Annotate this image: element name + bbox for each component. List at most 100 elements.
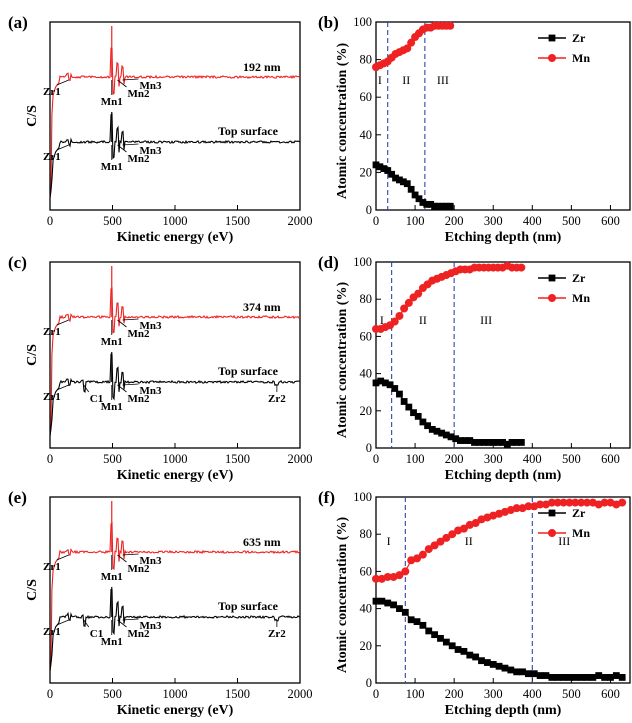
peak-label: Mn1 (101, 571, 123, 583)
peak-label: Zr1 (43, 626, 61, 638)
x-tick-label: 0 (47, 452, 53, 466)
annotation-leader (117, 144, 127, 153)
y-tick-label: 20 (360, 165, 373, 179)
data-point-zr (399, 178, 407, 186)
data-point-zr (452, 435, 460, 443)
data-point-mn (442, 533, 451, 542)
panel-letter: (b) (318, 13, 339, 32)
x-tick-label: 400 (523, 687, 542, 701)
annotation-leader (56, 554, 69, 561)
x-tick-label: 300 (484, 214, 503, 228)
data-point-zr (400, 398, 408, 405)
data-point-mn (446, 21, 455, 30)
data-point-zr (438, 429, 446, 437)
data-point-mn (401, 567, 410, 576)
data-point-zr (494, 439, 502, 446)
y-axis-title: C/S (25, 344, 40, 366)
data-point-zr (396, 605, 403, 612)
data-point-zr (508, 439, 516, 446)
x-tick-label: 400 (523, 452, 542, 466)
data-point-zr (427, 200, 435, 208)
data-point-zr (589, 674, 597, 681)
data-point-mn (395, 571, 404, 580)
legend-marker (548, 509, 556, 517)
curve-label: 192 nm (243, 60, 281, 74)
peak-label: Mn2 (128, 88, 151, 100)
x-tick-label: 500 (562, 452, 581, 466)
plot-frame (375, 496, 631, 684)
data-point-mn (524, 502, 533, 511)
x-tick-label: 200 (445, 214, 464, 228)
peak-label: Zr1 (43, 86, 61, 98)
data-point-zr (472, 653, 480, 661)
data-point-mn (395, 311, 404, 320)
data-point-zr (442, 638, 450, 646)
legend-label: Mn (572, 526, 590, 540)
data-point-zr (495, 662, 503, 670)
data-point-zr (405, 403, 413, 411)
legend-marker (548, 34, 556, 42)
x-tick-label: 200 (445, 687, 464, 701)
panel-letter: (a) (8, 13, 28, 32)
data-point-mn (430, 541, 439, 550)
data-point-mn (547, 498, 556, 507)
x-tick-label: 2000 (288, 452, 313, 466)
x-axis-title: Kinetic energy (eV) (117, 703, 234, 718)
data-point-zr (433, 427, 441, 435)
x-tick-label: 1000 (163, 214, 188, 228)
data-point-zr (583, 674, 591, 681)
data-point-zr (392, 174, 399, 182)
annotation-leader (83, 619, 90, 628)
y-axis-title: C/S (25, 579, 40, 601)
peak-label: Zr1 (43, 151, 61, 163)
data-point-zr (530, 670, 538, 678)
region-label: III (437, 73, 449, 87)
data-point-zr (525, 670, 532, 678)
data-point-mn (600, 498, 609, 507)
data-point-zr (439, 202, 446, 210)
annotation-leader (56, 144, 69, 151)
data-point-zr (595, 672, 603, 679)
region-label: I (380, 313, 384, 327)
region-label: II (465, 534, 473, 548)
x-tick-label: 100 (406, 214, 425, 228)
x-tick-label: 100 (406, 452, 425, 466)
x-tick-label: 0 (373, 687, 379, 701)
y-tick-label: 80 (360, 53, 373, 67)
x-axis-title: Etching depth (nm) (445, 230, 562, 245)
x-tick-label: 600 (601, 687, 620, 701)
data-point-zr (431, 631, 439, 639)
legend-marker (548, 54, 556, 62)
data-point-mn (413, 554, 422, 563)
x-tick-label: 2000 (288, 214, 313, 228)
y-tick-label: 60 (360, 90, 373, 104)
annotation-leader (117, 384, 127, 393)
peak-label: Mn2 (128, 393, 151, 405)
peak-label: C1 (90, 628, 103, 640)
data-point-zr (380, 165, 388, 173)
y-tick-label: 0 (366, 676, 372, 690)
data-point-mn (424, 545, 433, 554)
annotation-leader (122, 78, 139, 81)
legend-marker (548, 274, 556, 282)
data-point-mn (404, 298, 413, 307)
peak-label: Zr2 (268, 628, 286, 640)
data-point-zr (460, 647, 468, 655)
panel-letter: (e) (8, 488, 27, 507)
data-point-zr (475, 439, 483, 446)
spectrum-line-red (49, 47, 301, 199)
region-label: II (419, 313, 427, 327)
peak-label: Mn1 (101, 336, 123, 348)
data-point-zr (442, 202, 450, 210)
peak-label: Zr2 (268, 393, 286, 405)
annotation-leader (56, 384, 69, 391)
data-point-zr (507, 666, 515, 674)
data-point-zr (424, 422, 431, 430)
annotation-leader (122, 553, 139, 556)
peak-label: Mn3 (140, 555, 163, 567)
data-point-mn (583, 498, 592, 507)
data-point-zr (480, 439, 488, 446)
data-point-zr (554, 674, 562, 681)
data-point-mn (418, 550, 427, 559)
data-point-zr (411, 191, 419, 199)
